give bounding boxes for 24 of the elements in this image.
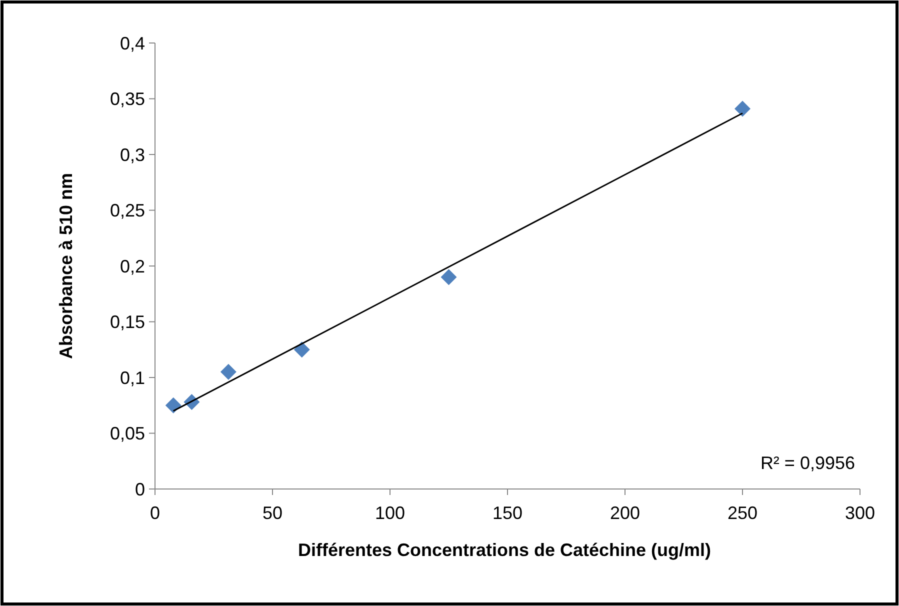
point (220, 364, 236, 380)
y-tick-label: 0,2 (120, 256, 145, 276)
y-tick-label: 0,25 (110, 200, 145, 221)
y-tick-label: 0,1 (120, 368, 145, 388)
x-tick-label: 300 (844, 503, 876, 523)
x-tick-label: 200 (610, 503, 640, 523)
y-tick-label: 0,15 (110, 312, 145, 332)
y-tick-label: 0,05 (110, 424, 145, 444)
y-tick-label: 0 (134, 479, 145, 500)
point (294, 342, 310, 358)
x-tick-label: 100 (374, 503, 406, 523)
y-tick-label: 0,35 (110, 89, 145, 110)
point (734, 100, 750, 117)
annotation: R² = 0,9956 (760, 453, 855, 473)
y-tick-label: 0,4 (120, 33, 145, 54)
x-tick-label: 0 (150, 503, 160, 523)
x-axis-title: Différentes Concentrations de Catéchine (ug/ml) (298, 540, 712, 560)
x-tick-label: 250 (727, 503, 758, 523)
point (440, 269, 457, 286)
x-tick-label: 50 (262, 503, 283, 523)
point (165, 397, 182, 414)
y-axis-title: Absorbance à 510 nm (56, 172, 76, 360)
x-tick-label: 150 (492, 503, 523, 523)
y-tick-label: 0,3 (120, 144, 145, 165)
